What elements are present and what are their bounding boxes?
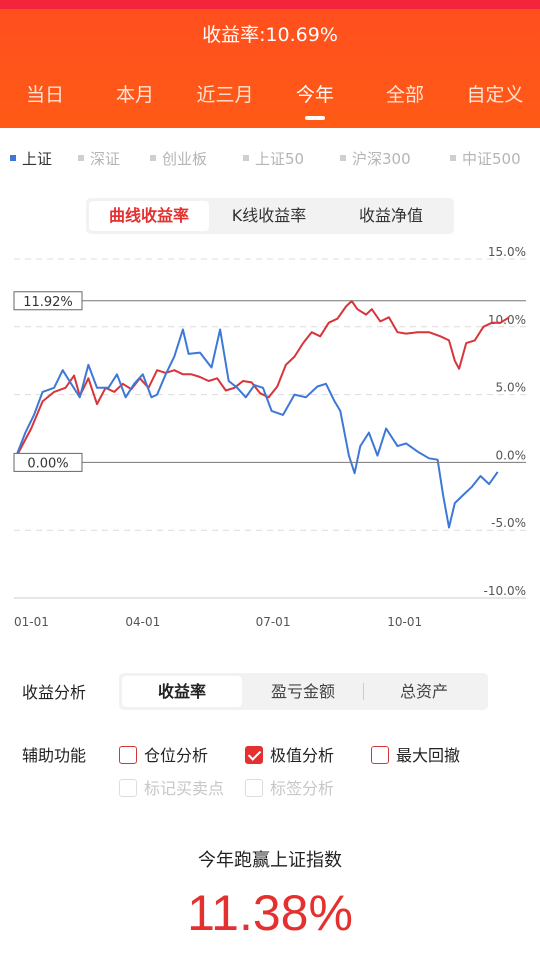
tab-custom[interactable]: 自定义 <box>466 84 524 106</box>
chart-grid <box>14 258 526 599</box>
summary-value: 11.38% <box>187 885 353 941</box>
y-tick-label: -5.0% <box>491 516 526 530</box>
legend-swatch <box>10 155 16 161</box>
marker-label: 0.00% <box>27 456 68 471</box>
analysis-switch: 收益率 盈亏金额 总资产 <box>119 673 488 710</box>
y-tick-label: -10.0% <box>484 584 526 598</box>
analysis-label: 收益分析 <box>22 683 87 702</box>
legend-swatch <box>243 155 249 161</box>
legend-label: 沪深300 <box>352 150 411 168</box>
zero-value-label: 0.00% <box>13 452 83 472</box>
tab-this-year[interactable]: 今年 <box>295 84 334 106</box>
x-tick-label: 04-01 <box>125 615 160 629</box>
legend-swatch <box>450 155 456 161</box>
checkbox-box <box>245 779 263 797</box>
tab-all[interactable]: 全部 <box>385 84 424 106</box>
checkbox-position-analysis[interactable]: 仓位分析 <box>119 742 208 766</box>
x-tick-label: 10-01 <box>387 615 422 629</box>
checkbox-box <box>119 746 137 764</box>
active-tab-indicator <box>305 116 325 120</box>
y-tick-label: 0.0% <box>496 448 527 462</box>
marker-box <box>13 452 83 472</box>
y-tick-label: 15.0% <box>488 245 526 259</box>
summary-title: 今年跑赢上证指数 <box>198 850 342 871</box>
max-value-label: 11.92% <box>13 291 83 311</box>
checkbox-extreme-analysis[interactable]: 极值分析 <box>245 742 334 766</box>
legend-item-csi500[interactable]: 中证500 <box>450 148 521 169</box>
marker-label: 11.92% <box>23 295 73 310</box>
tab-today[interactable]: 当日 <box>25 84 64 106</box>
checkbox-box <box>119 779 137 797</box>
checkbox-mark-trades: 标记买卖点 <box>119 775 224 799</box>
status-strip <box>0 0 540 9</box>
return-chart[interactable]: 15.0%10.0%5.0%0.0%-5.0%-10.0% 01-01 04-01… <box>0 245 540 645</box>
legend-item-chinext[interactable]: 创业板 <box>150 148 207 169</box>
checkbox-label: 仓位分析 <box>144 746 209 765</box>
checkbox-box <box>371 746 389 764</box>
y-axis-ticks: 15.0%10.0%5.0%0.0%-5.0%-10.0% <box>484 245 526 598</box>
page-title: 收益率:10.69% <box>202 24 338 46</box>
period-tabs: 当日 本月 近三月 今年 全部 自定义 <box>0 80 540 120</box>
aux-label: 辅助功能 <box>22 746 87 765</box>
legend-item-shenzhen[interactable]: 深证 <box>78 148 120 169</box>
checkbox-label: 标记买卖点 <box>144 779 225 798</box>
chart-type-switch: 曲线收益率 K线收益率 收益净值 <box>86 198 454 234</box>
top-bar: 收益率:10.69% 当日 本月 近三月 今年 全部 自定义 <box>0 0 540 128</box>
chart-tab-curve-return[interactable]: 曲线收益率 <box>89 201 209 231</box>
chart-lines <box>15 300 510 529</box>
chart-tab-kline-return[interactable]: K线收益率 <box>231 206 307 225</box>
analysis-option-return-rate[interactable]: 收益率 <box>122 676 242 707</box>
segment-divider <box>363 683 364 700</box>
legend-label: 深证 <box>90 150 121 168</box>
chart-tab-net-value[interactable]: 收益净值 <box>358 206 423 225</box>
tab-this-month[interactable]: 本月 <box>115 84 154 106</box>
legend-item-sse50[interactable]: 上证50 <box>243 148 304 169</box>
chart-markers: 11.92% 0.00% <box>13 291 526 472</box>
index-legend: 上证 深证 创业板 上证50 沪深300 中证500 <box>0 148 540 170</box>
marker-box <box>13 291 83 311</box>
legend-item-csi300[interactable]: 沪深300 <box>340 148 411 169</box>
checkbox-label: 标签分析 <box>270 779 335 798</box>
checkbox-label: 最大回撤 <box>396 746 461 765</box>
checkbox-label: 极值分析 <box>270 746 335 765</box>
analysis-option-profit-loss[interactable]: 盈亏金额 <box>270 682 335 701</box>
series-line-account <box>16 300 510 457</box>
legend-swatch <box>78 155 84 161</box>
legend-label: 创业板 <box>162 150 208 168</box>
legend-swatch <box>340 155 346 161</box>
y-tick-label: 5.0% <box>496 381 527 395</box>
x-tick-label: 01-01 <box>14 615 49 629</box>
analysis-option-total-assets[interactable]: 总资产 <box>399 682 448 701</box>
legend-item-shanghai[interactable]: 上证 <box>10 148 52 169</box>
legend-label: 上证 <box>22 150 53 168</box>
x-axis-ticks: 01-01 04-01 07-01 10-01 <box>14 615 422 629</box>
checkmark-icon <box>245 746 263 764</box>
x-tick-label: 07-01 <box>256 615 291 629</box>
legend-swatch <box>150 155 156 161</box>
checkbox-max-drawdown[interactable]: 最大回撤 <box>371 742 460 766</box>
series-line-index <box>15 328 499 529</box>
checkbox-tag-analysis: 标签分析 <box>245 775 334 799</box>
legend-label: 中证500 <box>462 150 521 168</box>
legend-label: 上证50 <box>255 150 305 168</box>
tab-last-three-months[interactable]: 近三月 <box>196 84 254 106</box>
